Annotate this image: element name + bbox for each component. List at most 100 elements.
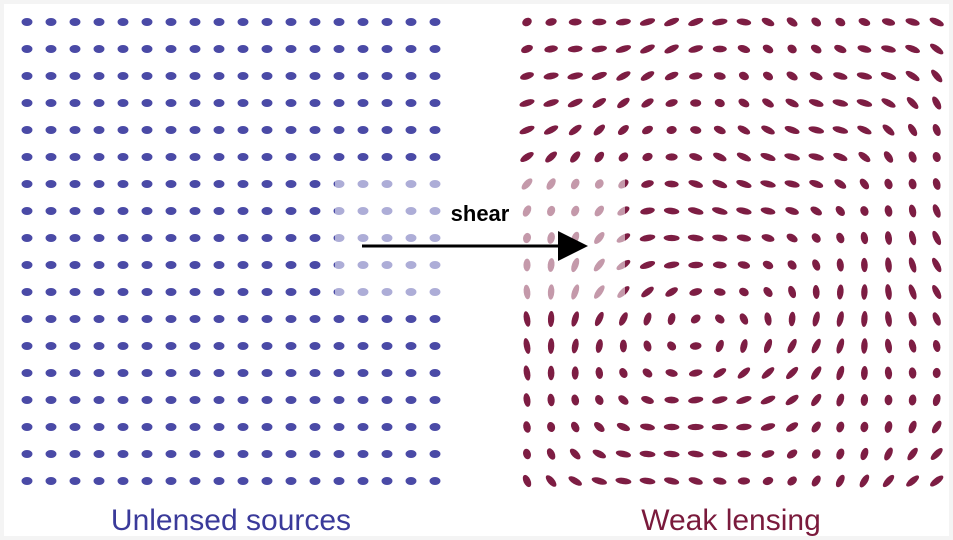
galaxy [46, 342, 57, 350]
galaxy [286, 423, 297, 431]
galaxy [334, 423, 345, 431]
galaxy [406, 45, 417, 53]
galaxy [22, 423, 33, 431]
galaxy [214, 288, 225, 296]
galaxy [548, 366, 555, 380]
galaxy [22, 18, 33, 26]
galaxy [430, 315, 441, 323]
galaxy [142, 234, 153, 242]
galaxy [142, 261, 153, 269]
galaxy [190, 18, 201, 26]
galaxy [334, 369, 345, 377]
galaxy [70, 369, 81, 377]
galaxy [358, 99, 369, 107]
galaxy [238, 180, 249, 188]
galaxy [142, 423, 153, 431]
galaxy [166, 396, 177, 404]
galaxy [238, 72, 249, 80]
galaxy [166, 477, 177, 485]
galaxy [238, 18, 249, 26]
galaxy [310, 423, 321, 431]
galaxy [118, 207, 129, 215]
galaxy [94, 423, 105, 431]
galaxy [142, 315, 153, 323]
galaxy [22, 72, 33, 80]
galaxy [142, 153, 153, 161]
galaxy [262, 99, 273, 107]
galaxy [214, 423, 225, 431]
galaxy [334, 72, 345, 80]
galaxy [142, 450, 153, 458]
galaxy [358, 450, 369, 458]
galaxy [190, 369, 201, 377]
galaxy [118, 72, 129, 80]
galaxy [22, 288, 33, 296]
galaxy [142, 396, 153, 404]
galaxy [22, 396, 33, 404]
galaxy [238, 342, 249, 350]
galaxy [166, 261, 177, 269]
galaxy [286, 396, 297, 404]
galaxy [334, 477, 345, 485]
galaxy [46, 153, 57, 161]
galaxy [334, 18, 345, 26]
galaxy [358, 423, 369, 431]
galaxy [358, 18, 369, 26]
galaxy [46, 207, 57, 215]
galaxy [70, 450, 81, 458]
galaxy [238, 477, 249, 485]
galaxy [262, 369, 273, 377]
galaxy [190, 396, 201, 404]
galaxy [430, 153, 441, 161]
galaxy [310, 450, 321, 458]
galaxy [22, 342, 33, 350]
galaxy [262, 423, 273, 431]
galaxy [262, 450, 273, 458]
galaxy [22, 153, 33, 161]
galaxy [94, 99, 105, 107]
galaxy [406, 450, 417, 458]
galaxy [262, 180, 273, 188]
galaxy [46, 99, 57, 107]
galaxy [262, 18, 273, 26]
galaxy [382, 18, 393, 26]
galaxy [46, 180, 57, 188]
galaxy [238, 396, 249, 404]
galaxy [190, 207, 201, 215]
galaxy [22, 207, 33, 215]
galaxy [118, 18, 129, 26]
galaxy [190, 450, 201, 458]
galaxy [737, 451, 751, 458]
galaxy [70, 234, 81, 242]
galaxy [286, 342, 297, 350]
galaxy [430, 342, 441, 350]
galaxy [22, 234, 33, 242]
galaxy [214, 72, 225, 80]
galaxy [94, 288, 105, 296]
galaxy [166, 180, 177, 188]
galaxy [214, 126, 225, 134]
galaxy [70, 477, 81, 485]
galaxy [286, 477, 297, 485]
galaxy [310, 342, 321, 350]
galaxy [46, 369, 57, 377]
galaxy [118, 450, 129, 458]
galaxy [286, 18, 297, 26]
galaxy [214, 450, 225, 458]
galaxy [46, 45, 57, 53]
galaxy [334, 126, 345, 134]
galaxy [166, 423, 177, 431]
galaxy [310, 207, 321, 215]
galaxy [214, 315, 225, 323]
galaxy [190, 477, 201, 485]
galaxy [166, 207, 177, 215]
galaxy [118, 477, 129, 485]
galaxy [214, 153, 225, 161]
galaxy [382, 369, 393, 377]
galaxy [430, 72, 441, 80]
galaxy [358, 72, 369, 80]
galaxy [286, 315, 297, 323]
galaxy [334, 396, 345, 404]
galaxy [262, 234, 273, 242]
galaxy [70, 288, 81, 296]
